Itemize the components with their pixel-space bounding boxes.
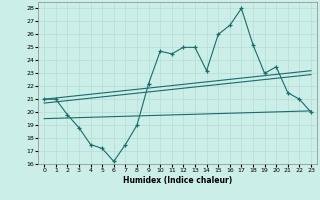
X-axis label: Humidex (Indice chaleur): Humidex (Indice chaleur): [123, 176, 232, 185]
